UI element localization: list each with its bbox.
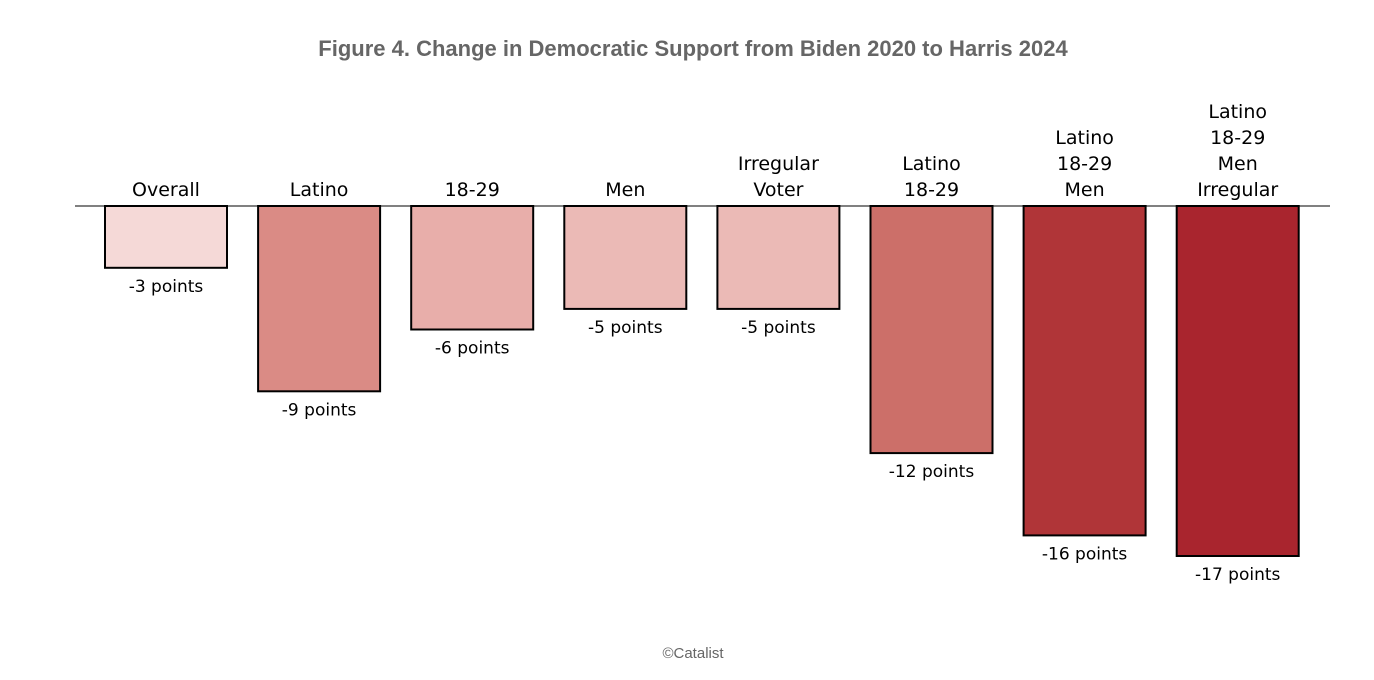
value-label: -16 points bbox=[1042, 544, 1128, 564]
category-label-line: 18-29 bbox=[445, 179, 500, 201]
category-label-line: 18-29 bbox=[904, 179, 959, 201]
bar bbox=[104, 205, 228, 269]
category-label-line: 18-29 bbox=[1210, 127, 1265, 149]
value-label: -5 points bbox=[741, 318, 816, 338]
category-label-line: Latino bbox=[1208, 101, 1267, 123]
bar bbox=[1022, 205, 1147, 537]
category-label: Latino 18-29 Men bbox=[1055, 127, 1114, 201]
bar bbox=[410, 205, 535, 331]
value-label: -17 points bbox=[1195, 565, 1281, 585]
category-label-line: Latino bbox=[902, 153, 961, 175]
category-label-line: Latino bbox=[1055, 127, 1114, 149]
bar bbox=[869, 205, 994, 455]
category-label-line: Men bbox=[1065, 179, 1105, 201]
category-label: 18-29 bbox=[445, 179, 500, 201]
value-label: -5 points bbox=[588, 318, 663, 338]
category-label: Latino 18-29 Men Irregular bbox=[1197, 101, 1278, 201]
category-label: Overall bbox=[132, 179, 200, 201]
bar bbox=[257, 205, 382, 393]
bars-layer bbox=[104, 205, 1300, 557]
category-label: Latino bbox=[290, 179, 349, 201]
category-label: Latino 18-29 bbox=[902, 153, 961, 201]
category-label-line: Irregular bbox=[738, 153, 819, 175]
category-label-line: Voter bbox=[753, 179, 803, 201]
value-label: -3 points bbox=[129, 277, 204, 297]
category-label-line: Men bbox=[1218, 153, 1258, 175]
bar bbox=[563, 205, 688, 310]
value-label: -6 points bbox=[435, 339, 510, 359]
category-label-line: Latino bbox=[290, 179, 349, 201]
category-label-line: Overall bbox=[132, 179, 200, 201]
value-label: -9 points bbox=[282, 400, 357, 420]
value-label: -12 points bbox=[889, 462, 975, 482]
bar bbox=[716, 205, 841, 310]
chart-title: Figure 4. Change in Democratic Support f… bbox=[318, 36, 1068, 61]
category-label-line: Men bbox=[605, 179, 645, 201]
category-label: Men bbox=[605, 179, 645, 201]
category-label-line: 18-29 bbox=[1057, 153, 1112, 175]
bar bbox=[1175, 205, 1300, 557]
credit-text: ©Catalist bbox=[662, 645, 724, 662]
category-label: Irregular Voter bbox=[738, 153, 819, 201]
labels-layer: Overall -3 points Latino -9 points 18-29 -6 p… bbox=[129, 101, 1281, 585]
category-label-line: Irregular bbox=[1197, 179, 1278, 201]
